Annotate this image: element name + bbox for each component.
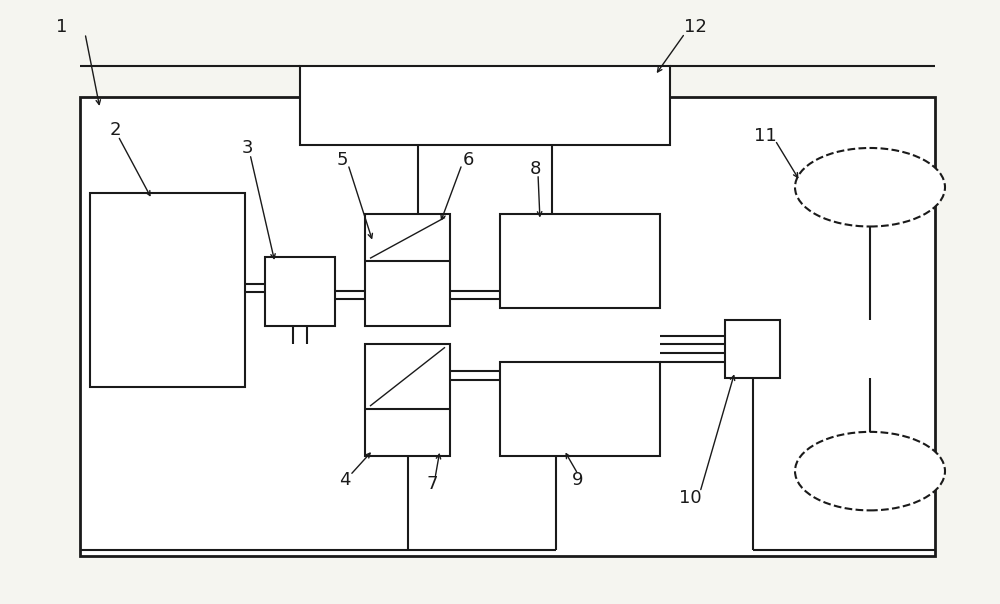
- Text: 8: 8: [529, 160, 541, 178]
- Bar: [90, 193, 245, 387]
- Text: 10: 10: [679, 489, 701, 507]
- Bar: [365, 214, 450, 326]
- Text: 7: 7: [426, 475, 438, 493]
- Ellipse shape: [795, 148, 945, 226]
- Text: 1: 1: [56, 18, 68, 36]
- Text: 4: 4: [339, 471, 351, 489]
- Bar: [265, 257, 335, 326]
- Text: 9: 9: [572, 471, 584, 489]
- Text: 2: 2: [109, 121, 121, 139]
- Text: 12: 12: [684, 18, 706, 36]
- Text: 11: 11: [754, 127, 776, 145]
- Ellipse shape: [795, 432, 945, 510]
- Text: 3: 3: [241, 139, 253, 157]
- Bar: [725, 320, 780, 378]
- Bar: [300, 66, 670, 145]
- Text: 5: 5: [336, 151, 348, 169]
- Text: 6: 6: [462, 151, 474, 169]
- Bar: [500, 214, 660, 308]
- Bar: [365, 344, 450, 456]
- Bar: [500, 362, 660, 456]
- Bar: [80, 97, 935, 556]
